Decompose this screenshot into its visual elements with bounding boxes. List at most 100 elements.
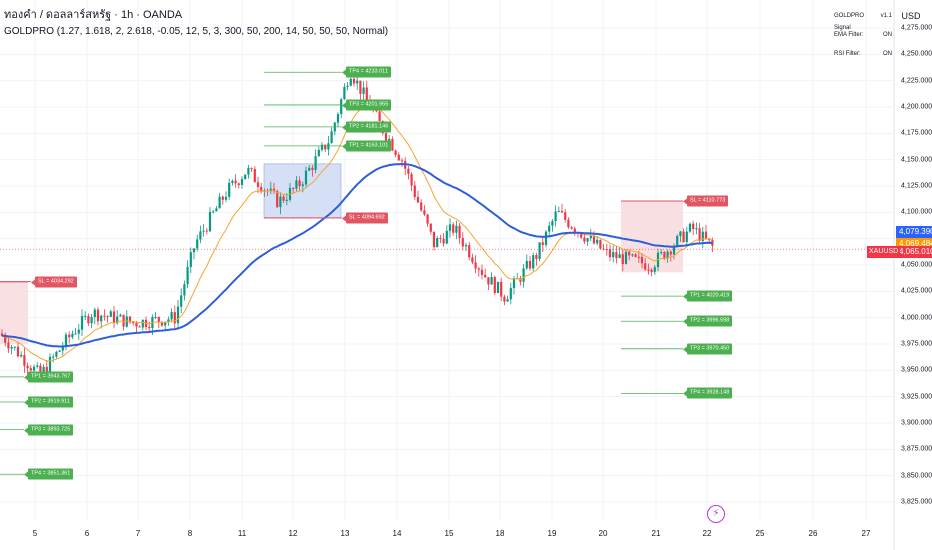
candle-body [189,252,192,267]
candle-body [199,231,202,240]
candle-body [698,228,701,242]
candle-body [541,242,544,245]
take-profit-label[interactable]: TP3 = 3893.725 [23,424,74,436]
date-axis-label: 12 [288,529,298,538]
take-profit-label[interactable]: TP1 = 3943.767 [23,371,74,383]
stop-loss-label[interactable]: SL = 4110.773 [682,195,729,207]
take-profit-label[interactable]: TP1 = 4020.419 [682,290,733,302]
price-axis-label: 4,275.000 [901,24,932,32]
date-axis-label: 6 [84,529,90,538]
candle-body [93,309,96,318]
candle-body [183,284,186,296]
take-profit-label[interactable]: TP3 = 4201.955 [341,99,392,111]
candle-body [327,143,330,150]
take-profit-label[interactable]: TP4 = 3928.148 [682,387,733,399]
currency-button[interactable]: USD [901,11,921,21]
take-profit-label[interactable]: TP4 = 3851.361 [23,468,74,480]
stop-loss-label[interactable]: SL = 4034.292 [31,276,77,288]
candle-body [490,277,493,285]
candle-body [400,160,404,162]
take-profit-label[interactable]: TP2 = 3919.911 [24,396,73,408]
sell-zone-box [621,200,683,273]
take-profit-label[interactable]: TP2 = 3996.598 [682,315,733,327]
candle-body [314,156,317,170]
candle-body [688,223,692,232]
candle-body [644,263,647,270]
candle-body [583,237,586,242]
candle-body [682,231,685,243]
candle-body [554,211,557,222]
candle-body [218,196,221,209]
date-axis-label: 15 [444,529,454,538]
candle-body [458,225,461,238]
candle-body [365,87,368,100]
candle-body [461,237,464,247]
signal-panel-value: ON [883,32,892,38]
candle-body [7,342,10,349]
candle-body [420,202,423,211]
candle-body [432,231,436,248]
date-axis-label: 22 [702,529,712,538]
candle-body [13,346,16,348]
candle-body [298,180,301,187]
stop-loss-label[interactable]: SL = 4094.692 [342,212,388,224]
take-profit-label[interactable]: TP1 = 4163.101 [341,140,392,152]
candle-body [84,315,87,317]
candle-body [260,186,263,192]
candle-body [356,80,359,84]
candle-body [349,78,352,86]
candle-body [480,269,484,275]
candle-body [448,224,452,231]
candle-body [116,316,119,324]
price-axis-label: 4,225.000 [901,77,932,85]
candle-body [375,110,378,112]
candle-body [471,257,474,263]
symbol-title[interactable]: ทองคำ / ดอลลาร์สหรัฐ · 1h · OANDA [4,9,183,21]
candle-body [410,173,413,186]
candle-body [359,80,362,94]
take-profit-label[interactable]: TP3 = 3970.450 [682,343,733,355]
candle-body [122,314,125,327]
candle-body [567,219,570,228]
candle-body [167,319,170,322]
candle-body [74,333,77,335]
candle-body [109,311,112,317]
take-profit-label[interactable]: TP2 = 4181.146 [341,121,392,133]
lightning-icon[interactable]: ⚡ [707,505,725,523]
date-axis-label: 5 [32,529,38,538]
candle-body [519,278,522,282]
candle-body [4,335,7,343]
signal-panel-title: GOLDPRO Signal [834,13,865,31]
price-axis-label: 3,875.000 [901,445,932,453]
candle-body [589,235,592,239]
candle-body [173,312,176,324]
candle-body [45,366,48,373]
date-axis-label: 8 [187,529,193,538]
take-profit-label[interactable]: TP4 = 4233.011 [342,66,391,78]
date-axis-label: 7 [135,529,141,538]
indicator-legend[interactable]: GOLDPRO (1.27, 1.618, 2, 2.618, -0.05, 1… [4,26,389,37]
candle-body [42,366,45,375]
candle-body [592,235,596,244]
candle-body [570,227,573,229]
price-axis-label: 4,000.000 [901,314,932,322]
candle-body [551,221,554,226]
price-axis-label: 4,125.000 [901,182,932,190]
signal-panel-label: RSI Filter: [834,51,861,57]
candle-body [525,260,528,269]
candle-body [301,184,304,187]
candle-body [311,167,314,170]
candle-body [343,86,346,100]
candle-body [276,191,279,208]
candle-body [256,182,260,187]
candle-body [23,354,26,366]
candle-body [416,196,420,203]
candle-body [135,323,138,327]
sell-zone-box [0,281,28,344]
candle-body [426,214,429,224]
candle-body [68,334,71,338]
candle-body [535,255,538,259]
signal-panel-version: v1.1 [880,13,892,19]
candle-body [208,212,212,232]
